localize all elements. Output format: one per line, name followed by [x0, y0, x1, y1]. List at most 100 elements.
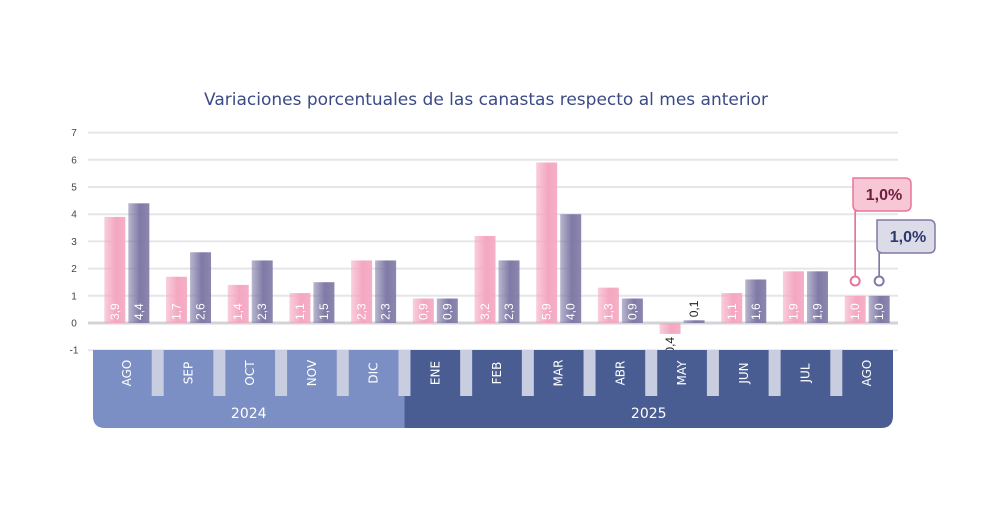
data-label: 1,1 — [293, 303, 307, 320]
data-label: 3,9 — [108, 303, 122, 320]
tab-separator — [398, 350, 411, 396]
bar — [128, 203, 150, 323]
bar — [659, 323, 681, 334]
bar — [782, 271, 804, 323]
data-label: 1,6 — [749, 303, 763, 320]
y-tick-label: 6 — [71, 155, 77, 166]
data-label: 0,1 — [687, 300, 701, 317]
data-label: 1,4 — [231, 303, 245, 320]
callouts: 1,0% 1,0% — [849, 177, 936, 287]
chart-title: Variaciones porcentuales de las canastas… — [204, 90, 768, 110]
callout-box — [876, 219, 936, 276]
category-label: JUN — [737, 362, 751, 384]
tab-separator — [151, 350, 164, 396]
tab-separator — [645, 350, 658, 396]
data-label: 2,3 — [379, 303, 393, 320]
bar — [104, 216, 126, 323]
category-label: AGO — [860, 360, 874, 387]
y-tick-label: 5 — [71, 183, 77, 194]
tab-separator — [336, 350, 349, 396]
callout-marker — [849, 275, 861, 287]
data-label: 1,0 — [848, 303, 862, 320]
category-axis: AGO SEP OCT NOV DIC ENE FEB MAR ABR MAY JUN JUL AGO 2… — [93, 350, 893, 428]
y-tick-label: 2 — [71, 264, 77, 275]
year-label: 2025 — [631, 406, 667, 422]
y-tick-label: 1 — [71, 291, 77, 302]
category-label: ENE — [428, 361, 442, 385]
bar — [375, 260, 397, 323]
bar — [289, 293, 311, 323]
data-label: 4,0 — [564, 303, 578, 320]
data-label: 1,0 — [872, 303, 886, 320]
bar — [721, 293, 743, 323]
bar — [621, 298, 643, 323]
bar — [412, 298, 434, 323]
data-label: 5,9 — [540, 303, 554, 320]
tab-separator — [768, 350, 781, 396]
data-label: 1,3 — [601, 303, 615, 320]
bar — [190, 252, 212, 323]
bar — [351, 260, 373, 323]
data-label: 2,3 — [502, 303, 516, 320]
bar — [436, 298, 458, 323]
callout-label: 1,0% — [890, 229, 926, 246]
bar — [313, 282, 335, 323]
bars: 3,9 4,4 1,7 2,6 1,4 2,3 1,1 1,5 2,3 2,3 0,9 0,9 3,2 2… — [104, 162, 890, 358]
data-label: 2,3 — [355, 303, 369, 320]
callout-box — [852, 177, 912, 276]
tab-separator — [583, 350, 596, 396]
bar — [560, 214, 582, 323]
bar — [166, 276, 188, 323]
category-label: MAY — [675, 360, 689, 386]
data-label: 1,5 — [317, 303, 331, 320]
data-label: 2,6 — [194, 303, 208, 320]
year-band-2024 — [93, 350, 405, 428]
category-label: NOV — [305, 359, 319, 386]
y-axis: -1 0 1 2 3 4 5 6 7 — [70, 128, 79, 357]
bar — [597, 287, 619, 323]
category-label: OCT — [243, 360, 257, 386]
category-label: AGO — [120, 360, 134, 387]
data-label: 0,9 — [625, 303, 639, 320]
bar — [683, 320, 705, 323]
callout: 1,0% — [873, 219, 936, 287]
callout: 1,0% — [849, 177, 912, 287]
tab-separator — [706, 350, 719, 396]
data-label: 1,1 — [725, 303, 739, 320]
bar — [251, 260, 273, 323]
bar — [868, 295, 890, 323]
data-label: 1,9 — [810, 303, 824, 320]
y-tick-label: -1 — [70, 346, 79, 357]
data-label: 4,4 — [132, 303, 146, 320]
category-label: FEB — [490, 362, 504, 385]
data-label: 1,9 — [786, 303, 800, 320]
tab-separator — [521, 350, 534, 396]
y-tick-label: 4 — [71, 210, 77, 221]
data-label: 1,7 — [170, 303, 184, 320]
category-label: SEP — [182, 362, 196, 384]
category-label: JUL — [798, 363, 812, 383]
bar — [536, 162, 558, 323]
bar — [498, 260, 520, 323]
callout-label: 1,0% — [866, 187, 902, 204]
data-label: 2,3 — [255, 303, 269, 320]
category-label: DIC — [367, 362, 381, 383]
category-label: MAR — [552, 360, 566, 387]
data-label: 3,2 — [478, 303, 492, 320]
callout-marker — [873, 275, 885, 287]
tab-separator — [830, 350, 843, 396]
bar — [474, 235, 496, 323]
bar — [844, 295, 866, 323]
tab-separator — [460, 350, 473, 396]
tab-separator — [213, 350, 226, 396]
bar — [745, 279, 767, 323]
year-label: 2024 — [231, 406, 267, 422]
y-tick-label: 0 — [71, 319, 77, 330]
data-label: 0,9 — [440, 303, 454, 320]
y-tick-label: 7 — [71, 128, 77, 139]
bar — [806, 271, 828, 323]
tab-separator — [275, 350, 288, 396]
bar — [227, 284, 249, 323]
category-label: ABR — [613, 361, 627, 386]
y-tick-label: 3 — [71, 237, 77, 248]
